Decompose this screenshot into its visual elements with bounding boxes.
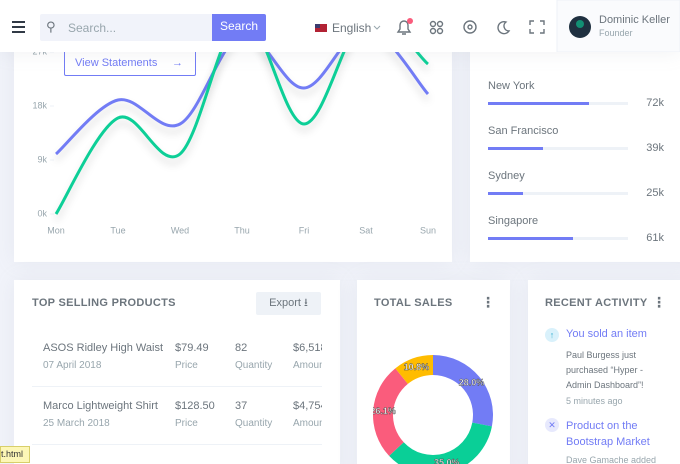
price-label: Price [175, 418, 198, 429]
apps-icon[interactable] [429, 20, 444, 35]
x-tick-label: Thu [234, 225, 250, 235]
y-tick-label: 18k [32, 100, 47, 110]
activity-text: Dave Gamache added [566, 455, 657, 464]
button-label: View Statements [75, 57, 158, 69]
donut-slice [389, 422, 492, 464]
date: 07 April 2018 [43, 360, 102, 371]
activity-card: RECENT ACTIVITY ⋮ ↑ You sold an item Pau… [528, 280, 680, 464]
slice-label: 10.8% [404, 362, 430, 372]
export-button[interactable]: Export ⭳ [256, 292, 321, 315]
donut-slice [433, 355, 493, 427]
slice-label: 26.1% [373, 406, 396, 416]
progress-bar [488, 192, 523, 195]
slice-label: 35.0% [434, 457, 460, 464]
search-button[interactable]: Search [212, 14, 266, 41]
card-title: RECENT ACTIVITY [545, 297, 648, 309]
view-statements-button[interactable]: View Statements → [64, 50, 196, 76]
name: Marco Lightweight Shirt [43, 400, 158, 412]
card-title: TOP SELLING PRODUCTS [32, 297, 176, 309]
search-placeholder: Search... [68, 21, 117, 35]
search-icon: ⚲ [46, 19, 56, 34]
settings-icon[interactable] [463, 20, 477, 34]
donut-chart: 28.0% 35.0% 26.1% 10.8% [373, 355, 493, 464]
donut-slice [373, 368, 408, 456]
amount-label: Amount [293, 418, 322, 429]
sales-card: TOTAL SALES ⋮ 28.0% 35.0% 26.1% 10.8% [357, 280, 510, 464]
slice-label: 28.0% [459, 378, 485, 388]
progress-track [488, 192, 628, 195]
progress-bar [488, 147, 543, 150]
fullscreen-icon[interactable] [529, 20, 545, 34]
row-divider [32, 444, 322, 445]
language[interactable]: English [332, 21, 372, 35]
city-value: 25k [646, 187, 664, 199]
name: ASOS Ridley High Waist [43, 342, 164, 354]
menu-icon[interactable] [12, 21, 25, 33]
flag-icon [315, 24, 327, 32]
city-name: Singapore [488, 215, 539, 227]
date: 25 March 2018 [43, 418, 110, 429]
price-label: Price [175, 360, 198, 371]
progress-bar [488, 237, 574, 240]
user-role: Founder [599, 28, 633, 38]
button-label: Export [269, 297, 301, 309]
x-tick-label: Tue [110, 225, 125, 235]
row-divider [32, 386, 322, 387]
donut-slice [395, 355, 433, 384]
topbar-icons [12, 0, 680, 52]
quantity-label: Quantity [235, 360, 273, 371]
menu-icon[interactable]: ⋮ [652, 294, 666, 310]
activity-time: 5 minutes ago [566, 396, 623, 406]
chevron [373, 25, 381, 30]
quantity-label: Quantity [235, 418, 273, 429]
arrow-icon: → [172, 57, 183, 69]
x-tick-label: Fri [299, 225, 310, 235]
amount: $6,518 [293, 342, 322, 354]
x-tick-label: Sat [359, 225, 373, 235]
bell-icon[interactable] [396, 20, 412, 35]
city-value: 39k [646, 142, 664, 154]
theme-icon[interactable] [497, 20, 511, 35]
city-name: San Francisco [488, 125, 559, 137]
activity-icon: ✕ [545, 418, 559, 432]
quantity: 37 [235, 400, 248, 412]
progress-bar [488, 102, 589, 105]
status-link: t.html [0, 446, 30, 463]
y-tick-label: 9k [37, 154, 47, 164]
city-name: Sydney [488, 170, 525, 182]
notification-dot [407, 18, 413, 24]
activity-text: Paul Burgess just purchased “Hyper - Adm… [566, 350, 644, 390]
x-tick-label: Wed [171, 225, 189, 235]
activity-icon: ↑ [545, 328, 559, 342]
card-title: TOTAL SALES [374, 297, 453, 309]
y-tick-label: 0k [37, 208, 47, 218]
amount: $4,754 [293, 400, 322, 412]
products-table: ASOS Ridley High Waist 07 April 2018 $79.4… [32, 330, 322, 464]
x-tick-label: Sun [420, 225, 436, 235]
price: $128.50 [175, 400, 215, 412]
amount-label: Amount [293, 360, 322, 371]
products-card: TOP SELLING PRODUCTS Export ⭳ ASOS Ridle… [14, 280, 340, 464]
progress-track [488, 147, 628, 150]
city-value: 61k [646, 232, 664, 244]
menu-icon[interactable]: ⋮ [481, 294, 495, 310]
city-name: New York [488, 80, 535, 92]
search-input[interactable]: ⚲ Search... [40, 14, 212, 41]
user-name: Dominic Keller [599, 14, 670, 26]
quantity: 82 [235, 342, 248, 354]
x-tick-label: Mon [47, 225, 65, 235]
price: $79.49 [175, 342, 209, 354]
city-value: 72k [646, 97, 664, 109]
activity-title[interactable]: You sold an item [566, 328, 647, 340]
activity-title[interactable]: Product on the Bootstrap Market [566, 420, 650, 448]
topbar: ⚲ Search... Search English Dominic Kelle… [0, 0, 680, 52]
